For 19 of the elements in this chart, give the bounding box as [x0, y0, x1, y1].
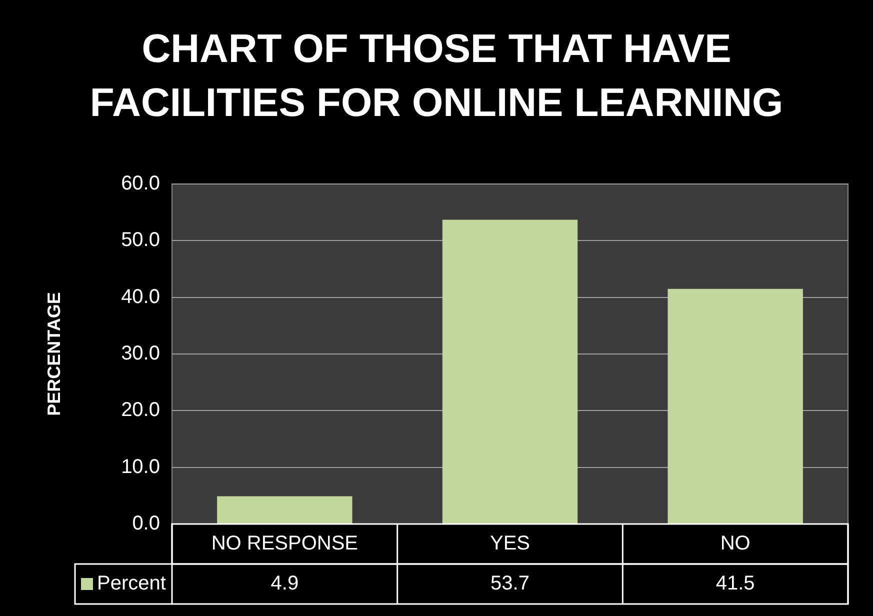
- x-tick-label: NO RESPONSE: [211, 532, 358, 555]
- bar: [217, 496, 352, 524]
- data-label: 4.9: [270, 572, 299, 595]
- y-tick-label: 60.0: [121, 172, 160, 195]
- y-tick-label: 0.0: [132, 512, 160, 535]
- y-tick-label: 30.0: [121, 342, 160, 365]
- y-tick-label: 50.0: [121, 229, 160, 252]
- y-tick-label: 40.0: [121, 286, 160, 308]
- data-label: 41.5: [716, 572, 755, 595]
- y-tick-label: 20.0: [121, 399, 160, 422]
- x-tick-label: NO: [720, 532, 750, 555]
- legend-label: Percent: [97, 572, 166, 595]
- y-tick-label: 10.0: [121, 456, 160, 478]
- chart-title: CHART OF THOSE THAT HAVE FACILITIES FOR ONLINE LEARNING: [88, 26, 784, 127]
- x-tick-label: YES: [490, 532, 530, 555]
- bar: [442, 220, 578, 524]
- bar: [668, 288, 803, 524]
- y-axis-title: PERCENTAGE: [44, 292, 64, 416]
- data-label: 53.7: [490, 572, 530, 595]
